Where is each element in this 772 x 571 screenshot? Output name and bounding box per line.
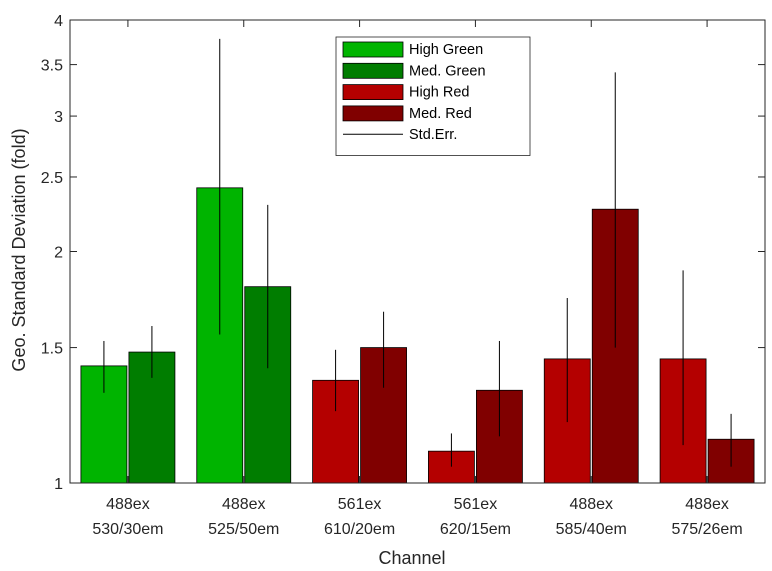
x-tick-label: 575/26em	[671, 521, 742, 538]
legend-swatch	[342, 105, 404, 122]
legend-label: High Red	[409, 85, 469, 101]
bars-layer	[80, 187, 755, 484]
y-tick-label: 1	[54, 476, 63, 493]
x-tick-label: 610/20em	[324, 521, 395, 538]
x-tick-label: 488ex	[106, 496, 150, 513]
x-tick-label: 525/50em	[208, 521, 279, 538]
y-axis-label: Geo. Standard Deviation (fold)	[9, 128, 29, 371]
legend-label: Med. Red	[409, 106, 472, 122]
y-tick-label: 4	[54, 13, 63, 30]
legend-label: High Green	[409, 42, 483, 58]
ticks-layer: 1 1.5 2 2.5 3 3.5 4 488ex 530/30em 488ex 525/50em 5…	[41, 13, 765, 538]
x-tick-label: 620/15em	[440, 521, 511, 538]
y-tick-label: 1.5	[41, 341, 63, 358]
legend-swatch	[342, 62, 404, 79]
y-tick-label: 3	[54, 109, 63, 126]
x-tick-label: 561ex	[454, 496, 498, 513]
x-tick-label: 530/30em	[92, 521, 163, 538]
x-axis-label: Channel	[378, 548, 445, 568]
x-tick-label: 488ex	[222, 496, 266, 513]
x-tick-label: 561ex	[338, 496, 382, 513]
x-tick-label: 585/40em	[556, 521, 627, 538]
legend: High Green Med. Green High Red Med. Red Std.…	[335, 36, 531, 156]
y-tick-label: 2.5	[41, 170, 63, 187]
legend-label: Std.Err.	[409, 127, 457, 143]
x-tick-label: 488ex	[569, 496, 613, 513]
legend-label: Med. Green	[409, 63, 486, 79]
y-tick-label: 3.5	[41, 58, 63, 75]
legend-swatch	[342, 41, 404, 58]
error-bars-layer	[103, 38, 732, 467]
legend-swatch	[342, 84, 404, 100]
y-tick-label: 2	[54, 245, 63, 262]
x-tick-label: 488ex	[685, 496, 729, 513]
